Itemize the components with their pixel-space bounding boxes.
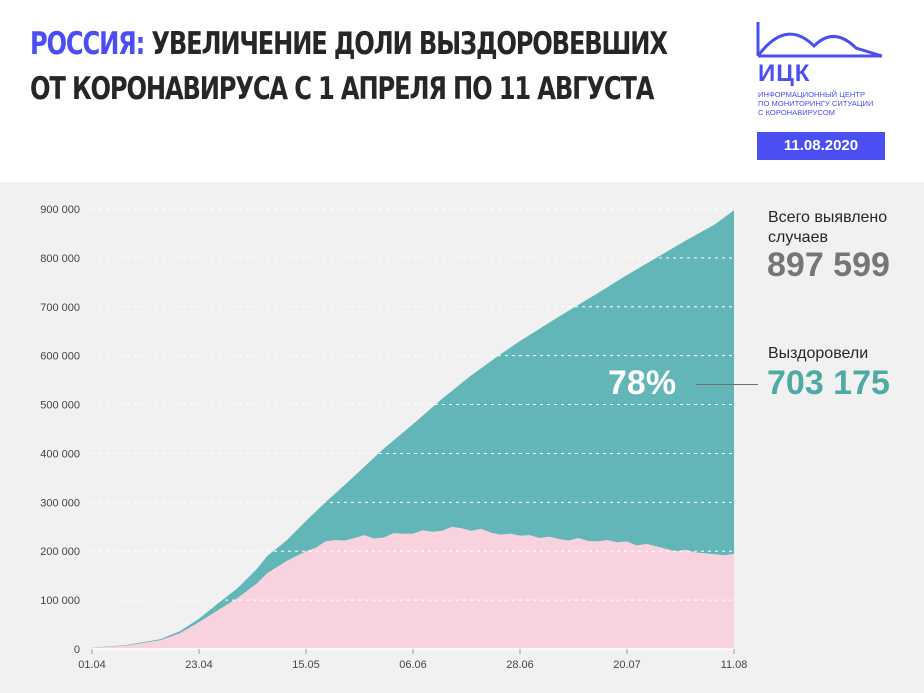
logo-subtitle-line: ИНФОРМАЦИОННЫЙ ЦЕНТР [758, 90, 866, 99]
logo-subtitle: ИНФОРМАЦИОННЫЙ ЦЕНТР ПО МОНИТОРИНГУ СИТУ… [758, 90, 898, 117]
x-tick-label: 06.06 [399, 659, 427, 671]
y-tick-label: 100 000 [40, 595, 80, 607]
logo-wave-icon [756, 22, 883, 58]
y-tick-label: 900 000 [40, 204, 80, 216]
logo-name: ИЦК [758, 60, 811, 87]
y-tick-label: 500 000 [40, 400, 80, 412]
x-tick-label: 20.07 [613, 659, 641, 671]
x-tick-label: 11.08 [721, 659, 748, 671]
y-tick-label: 700 000 [40, 302, 80, 314]
area-chart: 0 100 000 200 000 300 000 400 000 500 000 600 … [40, 204, 748, 671]
total-label: Всего выявлено случаев [768, 209, 888, 246]
total-value: 897 599 [767, 246, 890, 284]
active-cases-area [92, 526, 734, 649]
percent-pointer-line [696, 384, 758, 385]
y-tick-label: 0 [74, 644, 80, 656]
y-tick-label: 600 000 [40, 351, 80, 363]
y-tick-label: 200 000 [40, 546, 80, 558]
title-rest: УВЕЛИЧЕНИЕ ДОЛИ ВЫЗДОРОВЕВШИХ [144, 26, 668, 62]
recovered-value: 703 175 [767, 364, 890, 402]
chart-area: 0 100 000 200 000 300 000 400 000 500 000 600 … [0, 182, 924, 693]
x-tick-label: 01.04 [78, 659, 106, 671]
page-title: РОССИЯ: УВЕЛИЧЕНИЕ ДОЛИ ВЫЗДОРОВЕВШИХ ОТ… [30, 22, 668, 112]
recovered-percent: 78% [608, 364, 677, 402]
recovered-label: Выздоровели [768, 345, 869, 362]
logo-subtitle-line: С КОРОНАВИРУСОМ [758, 108, 835, 117]
header: РОССИЯ: УВЕЛИЧЕНИЕ ДОЛИ ВЫЗДОРОВЕВШИХ ОТ… [0, 0, 924, 182]
y-tick-label: 300 000 [40, 497, 80, 509]
y-tick-label: 400 000 [40, 448, 80, 460]
date-badge: 11.08.2020 [757, 132, 885, 160]
x-tick-label: 28.06 [506, 659, 534, 671]
x-tick-label: 15.05 [292, 659, 320, 671]
logo-subtitle-line: ПО МОНИТОРИНГУ СИТУАЦИИ [758, 99, 874, 108]
logo: ИЦК ИНФОРМАЦИОННЫЙ ЦЕНТР ПО МОНИТОРИНГУ … [756, 18, 896, 168]
y-tick-label: 800 000 [40, 253, 80, 265]
title-accent: РОССИЯ: [30, 26, 145, 62]
title-line-2: ОТ КОРОНАВИРУСА С 1 АПРЕЛЯ ПО 11 АВГУСТА [30, 71, 654, 107]
x-tick-label: 23.04 [185, 659, 213, 671]
